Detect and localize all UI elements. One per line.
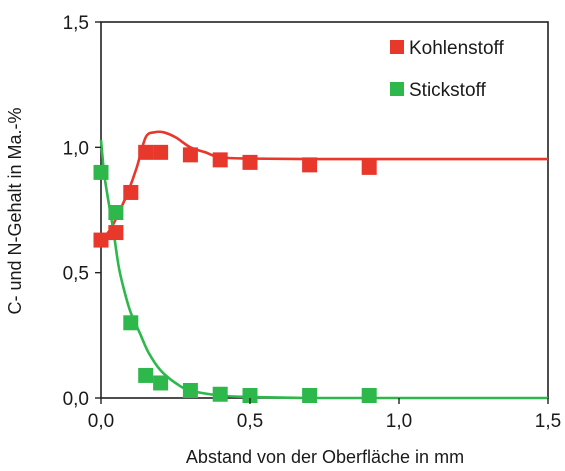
data-point-kohlenstoff [123,184,139,200]
data-point-kohlenstoff [108,225,124,241]
data-point-stickstoff [361,387,377,403]
y-tick-label: 1,5 [63,13,89,34]
legend-label-stickstoff: Stickstoff [409,80,486,101]
legend: Kohlenstoff Stickstoff [390,38,504,101]
data-point-stickstoff [302,387,318,403]
data-point-stickstoff [93,164,109,180]
x-tick-label: 0,0 [88,411,114,432]
data-point-kohlenstoff [153,144,169,160]
x-tick-label: 0,5 [237,411,263,432]
data-point-stickstoff [153,375,169,391]
x-axis-label: Abstand von der Oberfläche in mm [186,447,464,467]
data-point-kohlenstoff [182,147,198,163]
data-point-kohlenstoff [138,144,154,160]
data-point-kohlenstoff [302,157,318,173]
y-tick-label: 1,0 [63,138,89,159]
data-point-kohlenstoff [93,232,109,248]
legend-swatch-kohlenstoff [390,40,404,54]
data-point-stickstoff [108,205,124,221]
data-point-kohlenstoff [242,154,258,170]
y-axis-label: C- und N-Gehalt in Ma.-% [5,107,25,314]
data-point-stickstoff [182,382,198,398]
data-point-stickstoff [212,386,228,402]
data-point-stickstoff [242,387,258,403]
legend-label-kohlenstoff: Kohlenstoff [409,38,504,59]
data-point-stickstoff [123,315,139,331]
x-tick-label: 1,0 [386,411,412,432]
data-point-kohlenstoff [212,152,228,168]
x-tick-label: 1,5 [535,411,561,432]
data-point-stickstoff [138,367,154,383]
y-tick-label: 0,5 [63,264,89,285]
legend-swatch-stickstoff [390,82,404,96]
axis-ticks: 0,0 0,5 1,0 1,5 0,0 0,5 1,0 1,5 [63,13,562,432]
data-point-kohlenstoff [361,159,377,175]
data-markers [93,144,377,403]
y-tick-label: 0,0 [63,389,89,410]
